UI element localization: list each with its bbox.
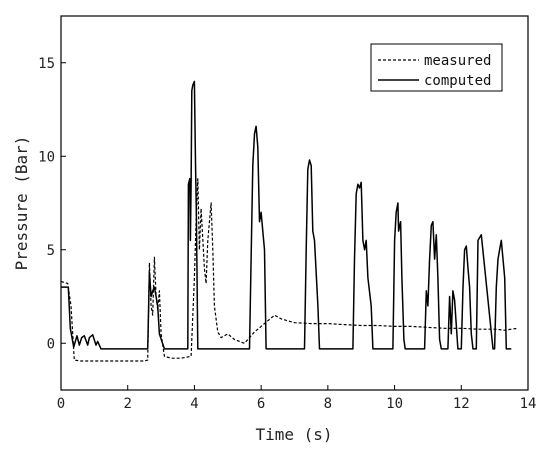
series-layer — [60, 80, 519, 362]
plot-frame — [60, 15, 529, 391]
x-tick-label: 14 — [520, 396, 537, 412]
x-tick-label: 2 — [123, 396, 131, 412]
y-tick-label: 10 — [38, 149, 55, 165]
legend-label-computed: computed — [424, 73, 491, 89]
y-tick-label: 0 — [47, 336, 55, 352]
y-tick-label: 15 — [38, 56, 55, 72]
x-tick-label: 4 — [190, 396, 198, 412]
y-axis-title: Pressure (Bar) — [12, 136, 31, 271]
series-line-computed — [61, 80, 512, 350]
series-line-measured — [60, 178, 519, 362]
x-tick-label: 10 — [386, 396, 403, 412]
legend: measured computed — [370, 43, 503, 92]
x-tick-label: 12 — [453, 396, 470, 412]
x-tick-label: 6 — [257, 396, 265, 412]
x-axis-ticks: 0 2 4 6 8 10 12 14 — [57, 385, 537, 412]
legend-label-measured: measured — [424, 53, 491, 69]
x-tick-label: 0 — [57, 396, 65, 412]
legend-box — [370, 43, 503, 92]
x-tick-label: 8 — [324, 396, 332, 412]
y-tick-label: 5 — [47, 243, 55, 259]
y-axis-ticks: 0 5 10 15 — [38, 56, 66, 352]
x-axis-title: Time (s) — [255, 425, 332, 444]
